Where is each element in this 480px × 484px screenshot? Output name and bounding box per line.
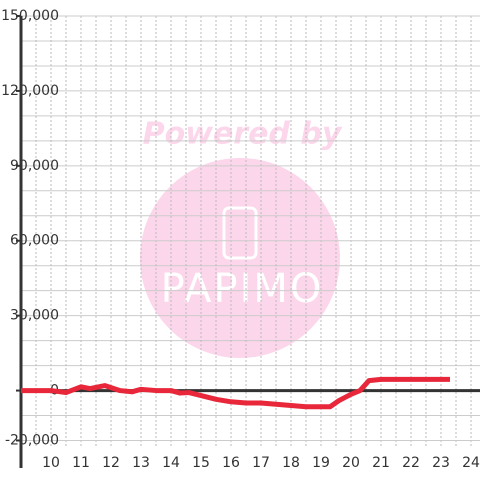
y-tick-label: 120,000 (1, 83, 59, 99)
data-line (21, 376, 450, 410)
x-tick-label: 16 (222, 455, 240, 471)
y-tick-label: 90,000 (10, 158, 59, 174)
x-tick-label: 22 (402, 455, 420, 471)
y-tick-label: 30,000 (10, 308, 59, 324)
x-tick-label: 24 (462, 455, 480, 471)
x-tick-label: 20 (342, 455, 360, 471)
x-tick-label: 23 (432, 455, 450, 471)
y-tick-label: 150,000 (1, 8, 59, 24)
x-tick-label: 17 (252, 455, 270, 471)
watermark-text: Powered by (143, 117, 343, 152)
watermark-logo: PAPIMO (161, 266, 324, 312)
x-tick-label: 18 (282, 455, 300, 471)
x-tick-label: 19 (312, 455, 330, 471)
x-tick-label: 14 (162, 455, 180, 471)
watermark-icon (222, 206, 258, 260)
x-tick-label: 11 (72, 455, 90, 471)
x-tick-label: 10 (42, 455, 60, 471)
y-tick-label: 60,000 (10, 233, 59, 249)
x-tick-label: 15 (192, 455, 210, 471)
x-tick-label: 13 (132, 455, 150, 471)
y-tick-label: -20,000 (5, 433, 59, 449)
x-tick-label: 21 (372, 455, 390, 471)
x-tick-label: 12 (102, 455, 120, 471)
